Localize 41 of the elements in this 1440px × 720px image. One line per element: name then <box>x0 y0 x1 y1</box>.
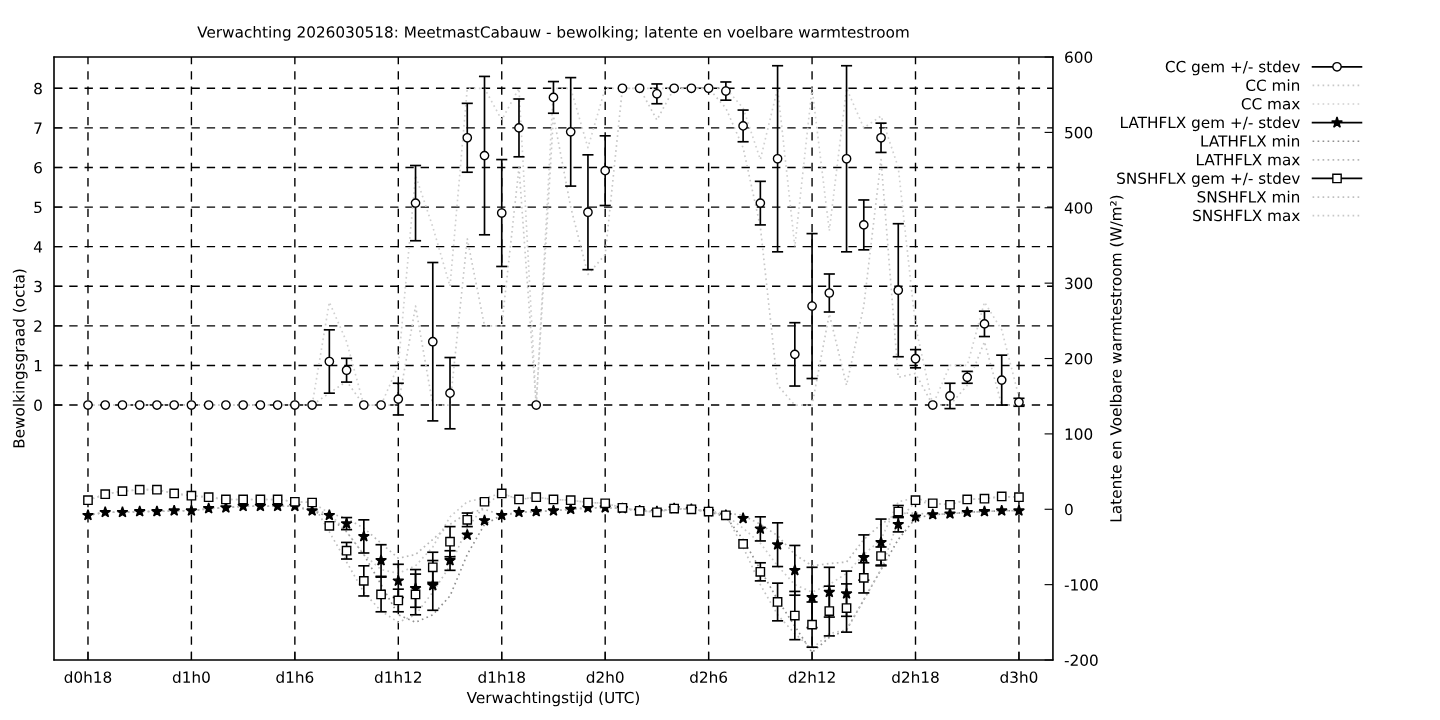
y2-tick-label: 100 <box>1065 428 1093 440</box>
x-tick-label: d0h18 <box>64 671 112 683</box>
legend-label: SNSHFLX gem +/- stdev <box>1117 172 1300 187</box>
y2-tick-label: 400 <box>1064 202 1093 214</box>
y2-tick-label: 300 <box>1065 277 1093 290</box>
x-tick-label: d1h6 <box>276 671 314 683</box>
y-tick-label: 1 <box>34 360 42 372</box>
y2-tick-label: 200 <box>1065 352 1093 365</box>
y2-tick-label: 500 <box>1065 126 1093 139</box>
y-tick-label: 5 <box>34 201 42 214</box>
y2-tick-label: -100 <box>1064 579 1098 591</box>
x-tick-label: d1h12 <box>374 671 422 683</box>
y2-tick-label: 600 <box>1065 51 1093 64</box>
legend-label: CC max <box>1241 98 1300 110</box>
y-tick-label: 7 <box>34 122 42 134</box>
x-tick-label: d1h18 <box>478 671 525 683</box>
y-tick-label: 4 <box>33 241 43 253</box>
x-axis-title: Verwachtingstijd (UTC) <box>466 691 639 707</box>
x-tick-label: d1h0 <box>172 671 210 683</box>
x-tick-label: d2h18 <box>892 671 939 683</box>
y-tick-label: 2 <box>34 320 42 332</box>
y-tick-label: 6 <box>34 161 42 174</box>
x-tick-label: d3h0 <box>1000 671 1038 683</box>
y2-tick-label: 0 <box>1065 503 1073 516</box>
legend-label: LATHFLX max <box>1196 154 1300 166</box>
x-tick-label: d2h0 <box>586 671 624 683</box>
legend-label: SNSHFLX min <box>1197 190 1300 203</box>
y-axis-title: Bewolkingsgraad (octa) <box>12 269 28 448</box>
y-tick-label: 0 <box>34 399 42 412</box>
chart-title: Verwachting 2026030518: MeetmastCabauw - bewolking; latente en voelbare warmtestroom <box>197 25 909 41</box>
x-tick-label: d2h6 <box>690 671 728 683</box>
legend-label: CC min <box>1246 79 1300 91</box>
legend-label: SNSHFLX max <box>1193 209 1300 222</box>
y2-axis-title: Latente en Voelbare warmtestroom (W/m²) <box>1109 195 1124 522</box>
legend-label: LATHFLX min <box>1201 134 1300 147</box>
y-tick-label: 3 <box>34 280 42 293</box>
y2-tick-label: -200 <box>1064 654 1098 667</box>
legend-label: LATHFLX gem +/- stdev <box>1121 116 1300 132</box>
x-tick-label: d2h12 <box>788 671 835 683</box>
y-tick-label: 8 <box>34 82 42 95</box>
legend-label: CC gem +/- stdev <box>1165 60 1300 76</box>
